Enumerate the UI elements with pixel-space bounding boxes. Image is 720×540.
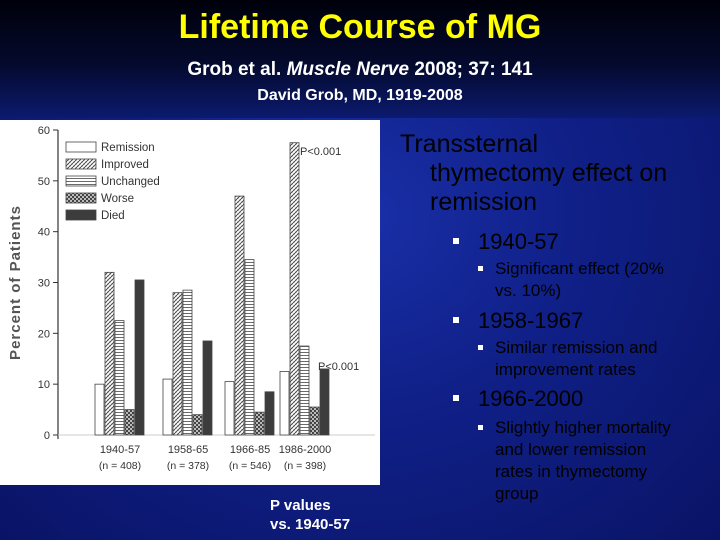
- sub-bullet-line: improvement rates: [495, 360, 636, 379]
- bullet-square-icon: [478, 425, 483, 430]
- x-category-n: (n = 408): [99, 460, 141, 472]
- x-category-label: 1940-57: [100, 444, 140, 456]
- y-tick-label: 30: [38, 278, 50, 290]
- slide-byline: David Grob, MD, 1919-2008: [257, 87, 463, 104]
- bar-remission-1966-85: [224, 381, 235, 436]
- title-band: [0, 0, 720, 118]
- legend-label: Unchanged: [101, 176, 160, 188]
- bar-died-1986-2000: [319, 368, 330, 436]
- bar-worse-1940-57: [124, 409, 135, 436]
- slide-title: Lifetime Course of MG: [178, 8, 542, 46]
- figure-panel: Percent of Patients 0 10 20 30 40 50 60 1940-57…: [0, 120, 380, 485]
- sub-bullet-line: Slightly higher mortality: [495, 418, 671, 437]
- bar-unchanged-1940-57: [114, 320, 125, 436]
- legend-swatch: [65, 158, 97, 170]
- sub-bullet-line: Significant effect (20%: [495, 259, 664, 278]
- sub-bullet-line: Similar remission and: [495, 338, 658, 357]
- bar-unchanged-1966-85: [244, 259, 255, 436]
- subtitle-journal: Muscle Nerve: [286, 59, 410, 80]
- bar-unchanged-1958-65: [182, 289, 193, 436]
- bullet-square-icon: [453, 395, 459, 401]
- bar-worse-1986-2000: [309, 406, 320, 436]
- bar-died-1966-85: [264, 391, 275, 436]
- annotation-p-value: P<0.001: [300, 146, 341, 158]
- legend-label: Improved: [101, 159, 149, 171]
- bullet-square-icon: [453, 238, 459, 244]
- bar-worse-1958-65: [192, 414, 203, 436]
- legend-swatch: [65, 175, 97, 187]
- p-values-comparison: vs. 1940-57: [270, 516, 351, 533]
- bar-improved-1958-65: [172, 292, 183, 436]
- bullet-square-icon: [478, 266, 483, 271]
- bar-worse-1966-85: [254, 411, 265, 436]
- bullet-heading-line1: Transsternal: [400, 130, 539, 158]
- bullet-square-icon: [478, 345, 483, 350]
- sub-bullet-line: vs. 10%): [495, 281, 562, 300]
- bar-remission-1986-2000: [279, 371, 290, 436]
- y-tick-label: 20: [38, 328, 50, 340]
- p-values-line: P values: [270, 497, 331, 514]
- y-tick-label: 10: [38, 379, 50, 391]
- p-values-note: P values vs. 1940-57: [270, 496, 350, 534]
- legend-swatch: [65, 209, 97, 221]
- sub-bullet-line: rates in thymectomy: [495, 462, 648, 481]
- x-category-n: (n = 378): [167, 460, 209, 472]
- y-tick-label: 40: [38, 227, 50, 239]
- x-category-n: (n = 546): [229, 460, 271, 472]
- bullet-square-icon: [453, 317, 459, 323]
- bar-improved-1966-85: [234, 195, 245, 436]
- legend-swatch: [65, 141, 97, 153]
- bar-chart: Percent of Patients 0 10 20 30 40 50 60 1940-57…: [7, 125, 375, 472]
- sub-bullet-line: and lower remission: [495, 440, 647, 459]
- bullet-heading-line2: thymectomy effect on: [430, 159, 668, 187]
- bullet-item-label: 1958-1967: [478, 308, 584, 333]
- y-tick-label: 0: [44, 430, 50, 442]
- legend-label: Remission: [101, 142, 155, 154]
- bar-remission-1958-65: [162, 378, 173, 436]
- y-tick-label: 50: [38, 176, 50, 188]
- sub-bullet-line: group: [495, 484, 539, 503]
- bullet-heading-line3: remission: [430, 188, 537, 216]
- bar-improved-1940-57: [104, 271, 115, 436]
- bar-improved-1986-2000: [289, 142, 300, 436]
- x-category-label: 1958-65: [168, 444, 208, 456]
- legend-label: Died: [101, 210, 125, 222]
- legend-label: Worse: [101, 193, 134, 205]
- bar-remission-1940-57: [94, 383, 105, 436]
- bullet-heading: Transsternal thymectomy effect on remiss…: [400, 130, 705, 217]
- bar-died-1940-57: [134, 279, 145, 436]
- x-category-label: 1986-2000: [279, 444, 332, 456]
- subtitle-authors: Grob et al.: [187, 59, 287, 80]
- y-axis-label: Percent of Patients: [7, 205, 24, 360]
- x-category-n: (n = 398): [284, 460, 326, 472]
- subtitle-citation: 2008; 37: 141: [409, 59, 533, 80]
- x-category-label: 1966-85: [230, 444, 270, 456]
- bar-unchanged-1986-2000: [299, 345, 310, 436]
- bullet-item-label: 1966-2000: [478, 386, 584, 411]
- annotation-p-value: P<0.001: [318, 361, 359, 373]
- legend-swatch: [65, 192, 97, 204]
- bar-died-1958-65: [202, 340, 213, 436]
- slide-subtitle: Grob et al. Muscle Nerve 2008; 37: 141: [0, 59, 720, 81]
- bullet-item-label: 1940-57: [478, 229, 559, 254]
- y-tick-label: 60: [38, 125, 50, 137]
